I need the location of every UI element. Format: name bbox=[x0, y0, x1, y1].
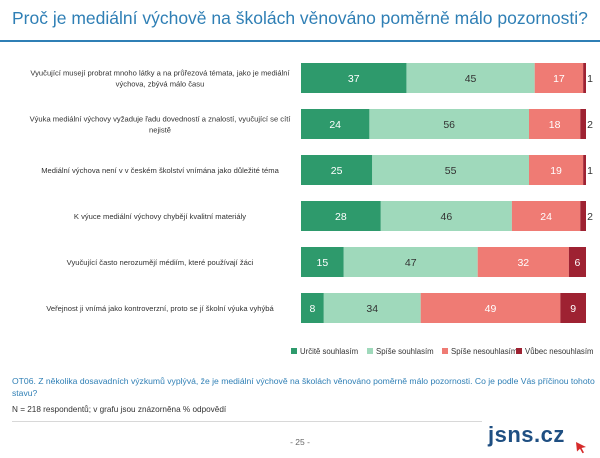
legend-label: Spíše nesouhlasím bbox=[451, 347, 517, 356]
bar-segment bbox=[580, 201, 586, 231]
bar-segment bbox=[343, 247, 478, 277]
bar-segment bbox=[323, 293, 421, 323]
bar-segment bbox=[511, 201, 581, 231]
data-label: 56 bbox=[443, 119, 455, 131]
bar-segment bbox=[406, 63, 535, 93]
bar-segment bbox=[301, 293, 324, 323]
footer-divider bbox=[12, 421, 482, 422]
legend-swatch bbox=[516, 348, 522, 354]
bar-segment bbox=[301, 201, 381, 231]
bar-segment bbox=[301, 63, 407, 93]
sample-note: N = 218 respondentů; v grafu jsou znázor… bbox=[12, 405, 227, 414]
data-label: 32 bbox=[517, 257, 529, 269]
data-label: 45 bbox=[465, 73, 477, 85]
data-label: 2 bbox=[587, 119, 593, 131]
data-label: 1 bbox=[587, 73, 593, 85]
data-label: 47 bbox=[405, 257, 417, 269]
data-label: 24 bbox=[329, 119, 341, 131]
data-label: 24 bbox=[540, 211, 552, 223]
legend-swatch bbox=[367, 348, 373, 354]
bar-segment bbox=[529, 109, 581, 139]
question-note: OT06. Z několika dosavadních výzkumů vyp… bbox=[12, 376, 595, 398]
bar-segment bbox=[560, 293, 586, 323]
legend-label: Určitě souhlasím bbox=[300, 347, 358, 356]
category-label: Mediální výchova není v v českém školstv… bbox=[41, 166, 279, 175]
data-label: 28 bbox=[335, 211, 347, 223]
bar-segment bbox=[477, 247, 569, 277]
bar-segment bbox=[301, 155, 373, 185]
bar-segment bbox=[583, 155, 586, 185]
page-title: Proč je mediální výchově na školách věno… bbox=[12, 8, 588, 28]
page-number: - 25 - bbox=[290, 437, 310, 447]
data-label: 9 bbox=[570, 303, 576, 315]
data-label: 1 bbox=[587, 165, 593, 177]
bar-segment bbox=[301, 109, 370, 139]
bar-segment bbox=[529, 155, 584, 185]
category-label: Výuka mediální výchovy vyžaduje řadu dov… bbox=[30, 115, 292, 135]
data-label: 55 bbox=[445, 165, 457, 177]
legend-swatch bbox=[442, 348, 448, 354]
data-label: 2 bbox=[587, 211, 593, 223]
bar-segment bbox=[301, 247, 344, 277]
data-label: 6 bbox=[575, 257, 581, 269]
legend-label: Vůbec nesouhlasím bbox=[525, 347, 593, 356]
legend-swatch bbox=[291, 348, 297, 354]
data-label: 17 bbox=[553, 73, 565, 85]
jsns-logo: jsns.cz bbox=[488, 422, 565, 447]
data-label: 8 bbox=[309, 303, 315, 315]
bar-segment bbox=[369, 109, 529, 139]
bar-segment bbox=[372, 155, 529, 185]
bar-segment bbox=[580, 109, 586, 139]
data-label: 15 bbox=[317, 257, 329, 269]
bar-segment bbox=[380, 201, 512, 231]
data-label: 18 bbox=[549, 119, 561, 131]
bar-segment bbox=[420, 293, 561, 323]
category-label: K výuce mediální výchovy chybějí kvalitn… bbox=[74, 212, 246, 221]
cursor-icon bbox=[576, 442, 586, 454]
category-label: Vyučující často nerozumějí médiím, které… bbox=[67, 258, 254, 267]
data-label: 19 bbox=[550, 165, 562, 177]
category-label: Veřejnost ji vnímá jako kontroverzní, pr… bbox=[46, 304, 274, 313]
data-label: 34 bbox=[366, 303, 378, 315]
category-label: Vyučující musejí probrat mnoho látky a n… bbox=[30, 69, 290, 89]
data-label: 46 bbox=[441, 211, 453, 223]
title-divider bbox=[0, 40, 600, 42]
bar-segment bbox=[568, 247, 586, 277]
stacked-bar-chart: Vyučující musejí probrat mnoho látky a n… bbox=[30, 63, 593, 356]
data-label: 25 bbox=[331, 165, 343, 177]
legend-label: Spíše souhlasím bbox=[376, 347, 434, 356]
bar-segment bbox=[534, 63, 584, 93]
bar-segment bbox=[583, 63, 586, 93]
data-label: 37 bbox=[348, 73, 360, 85]
data-label: 49 bbox=[485, 303, 497, 315]
